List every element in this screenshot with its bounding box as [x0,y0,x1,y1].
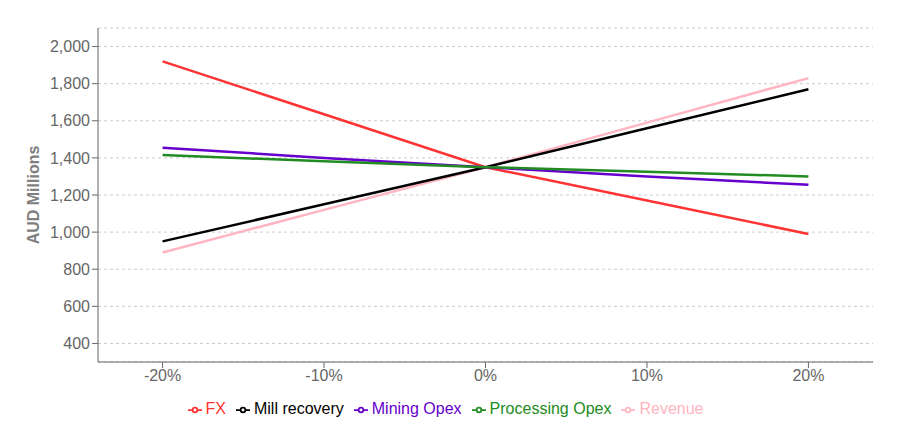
svg-text:800: 800 [63,261,90,278]
svg-text:-20%: -20% [144,367,181,384]
svg-text:1,600: 1,600 [50,112,90,129]
svg-text:1,200: 1,200 [50,187,90,204]
svg-text:2,000: 2,000 [50,38,90,55]
svg-text:600: 600 [63,298,90,315]
svg-text:-10%: -10% [305,367,342,384]
svg-text:AUD Millions: AUD Millions [25,146,42,245]
svg-text:400: 400 [63,335,90,352]
html-text:Mining Opex: Mining Opex [371,400,462,417]
html-text:FX: FX [205,400,226,417]
svg-text:10%: 10% [631,367,663,384]
svg-text:0%: 0% [474,367,497,384]
html-text:Revenue: Revenue [639,400,704,417]
html-text:Mill recovery: Mill recovery [254,400,344,417]
svg-text:1,000: 1,000 [50,224,90,241]
html-text:Processing Opex: Processing Opex [489,400,612,417]
svg-text:20%: 20% [792,367,824,384]
svg-text:1,400: 1,400 [50,150,90,167]
svg-text:1,800: 1,800 [50,75,90,92]
